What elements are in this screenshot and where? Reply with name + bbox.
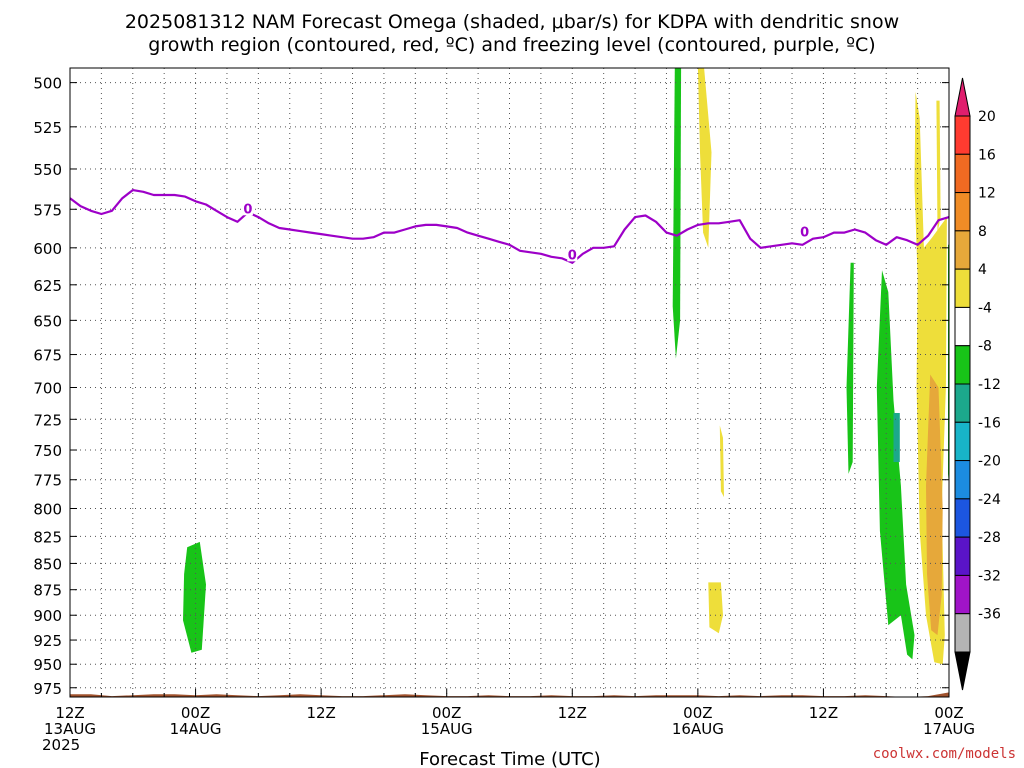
colorbar-label-12: -32	[978, 568, 1001, 584]
omega-region-green-15aug-column	[672, 68, 682, 359]
xtick-label-60-1: 00Z	[683, 704, 712, 722]
colorbar-bottom-arrow	[954, 651, 971, 691]
ytick-label-775: 775	[33, 472, 62, 490]
xtick-label-36-2: 15AUG	[421, 720, 473, 738]
omega-region-green-14aug	[183, 541, 206, 653]
freezing-label-bg-0	[242, 201, 253, 216]
omega-region-yellow-16aug-low	[708, 582, 723, 634]
ytick-label-575: 575	[33, 201, 62, 219]
chart-title-line-2: growth region (contoured, red, ºC) and f…	[148, 34, 875, 56]
x-axis-label: Forecast Time (UTC)	[419, 749, 600, 768]
colorbar-label-13: -36	[978, 607, 1001, 623]
colorbar-label-9: -20	[978, 454, 1001, 470]
xtick-label-0-1: 12Z	[55, 704, 84, 722]
ytick-label-500: 500	[33, 75, 62, 93]
colorbar-segment-7	[954, 383, 971, 423]
xtick-label-0-3: 2025	[42, 736, 80, 754]
colorbar-segment-13	[954, 613, 971, 653]
credit-text: coolwx.com/models	[873, 746, 1016, 762]
colorbar-segment-2	[954, 192, 971, 232]
pressure-axis: 500 525 550 575 600 625 650 675 700 725 750 775 800 8…	[33, 75, 949, 698]
ytick-label-875: 875	[33, 582, 62, 600]
colorbar-segment-11	[954, 536, 971, 576]
xtick-label-24-1: 12Z	[306, 704, 335, 722]
omega-region-green-16aug-main	[876, 270, 915, 660]
colorbar-top-arrow	[954, 77, 971, 117]
omega-region-green-16aug-slab1	[846, 262, 854, 474]
colorbar-label-1: 16	[978, 147, 996, 163]
ytick-label-900: 900	[33, 607, 62, 625]
freezing-label-bg-1	[567, 247, 578, 262]
omega-region-teal-17aug-spot	[893, 413, 900, 462]
ytick-label-800: 800	[33, 500, 62, 518]
ytick-label-850: 850	[33, 555, 62, 573]
colorbar-segment-10	[954, 498, 971, 538]
omega-region-yellow-17aug-top	[936, 100, 941, 233]
ytick-label-550: 550	[33, 161, 62, 179]
ytick-label-825: 825	[33, 528, 62, 546]
freezing-label-bg-2	[799, 224, 810, 239]
xtick-label-12-2: 14AUG	[170, 720, 222, 738]
colorbar-segment-0	[954, 115, 971, 155]
colorbar-label-2: 12	[978, 186, 996, 202]
freezing-label-2: 0	[800, 226, 809, 241]
xtick-label-48-1: 12Z	[558, 704, 587, 722]
colorbar-label-6: -8	[978, 339, 992, 355]
ytick-label-950: 950	[33, 656, 62, 674]
colorbar-label-5: -4	[978, 300, 992, 316]
colorbar-label-4: 4	[978, 262, 987, 278]
ytick-label-750: 750	[33, 442, 62, 460]
colorbar-segment-9	[954, 460, 971, 500]
xtick-label-60-2: 16AUG	[672, 720, 724, 738]
colorbar: 20 16 12 8 4 -4 -8 -12 -16 -20 -24 -28 -32 -36	[954, 77, 1001, 691]
colorbar-segment-1	[954, 153, 971, 194]
ytick-label-700: 700	[33, 380, 62, 398]
colorbar-segment-4	[954, 268, 971, 308]
ytick-label-925: 925	[33, 632, 62, 650]
colorbar-label-11: -28	[978, 530, 1001, 546]
colorbar-label-8: -16	[978, 415, 1001, 431]
ytick-label-675: 675	[33, 347, 62, 365]
colorbar-segment-5	[954, 306, 971, 347]
freezing-level-line	[69, 189, 950, 264]
colorbar-segment-12	[954, 574, 971, 615]
freezing-label-0: 0	[243, 202, 252, 217]
freezing-label-1: 0	[568, 248, 577, 263]
omega-region-yellow-16aug-small	[719, 425, 724, 498]
colorbar-segment-8	[954, 421, 971, 462]
ytick-label-625: 625	[33, 277, 62, 295]
ytick-label-975: 975	[33, 680, 62, 698]
colorbar-segment-3	[954, 230, 971, 270]
colorbar-label-7: -12	[978, 377, 1001, 393]
colorbar-segment-6	[954, 345, 971, 385]
colorbar-label-3: 8	[978, 224, 987, 240]
freezing-level-contour: 0 0 0	[69, 189, 950, 264]
xtick-label-0-2: 13AUG	[44, 720, 96, 738]
xtick-label-84-2: 17AUG	[923, 720, 975, 738]
colorbar-label-10: -24	[978, 492, 1001, 508]
omega-region-yellow-16aug-column	[697, 68, 712, 248]
xtick-label-84-1: 00Z	[934, 704, 963, 722]
ytick-label-600: 600	[33, 240, 62, 258]
colorbar-label-0: 20	[978, 109, 996, 125]
ytick-label-650: 650	[33, 312, 62, 330]
ytick-label-525: 525	[33, 119, 62, 137]
xtick-label-72-1: 12Z	[809, 704, 838, 722]
xtick-label-12-1: 00Z	[181, 704, 210, 722]
ytick-label-725: 725	[33, 411, 62, 429]
omega-region-orange-17aug-core	[926, 374, 943, 636]
xtick-label-36-1: 00Z	[432, 704, 461, 722]
chart-title-line-1: 2025081312 NAM Forecast Omega (shaded, μ…	[125, 11, 899, 33]
omega-shading	[183, 68, 949, 665]
